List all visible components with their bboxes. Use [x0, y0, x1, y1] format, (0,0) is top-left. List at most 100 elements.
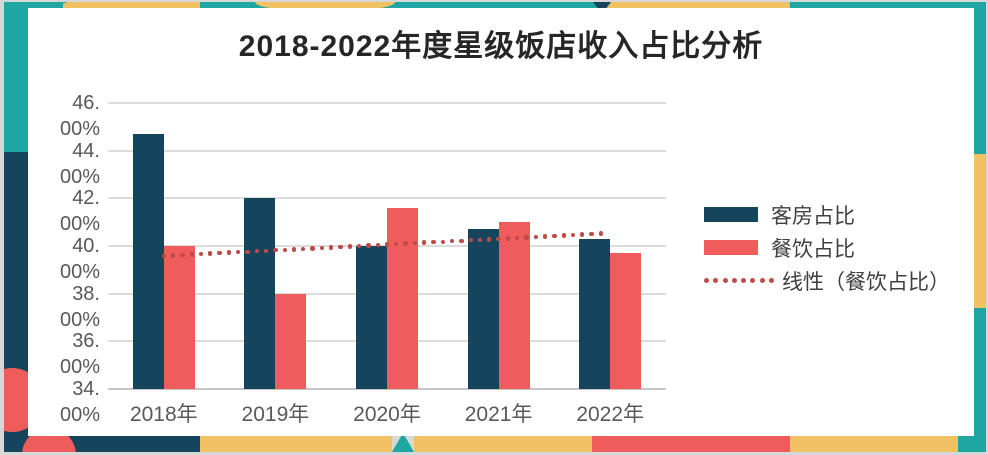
outer-edge-top: [0, 0, 988, 2]
trendline-dot: [356, 243, 362, 249]
trendline-dot: [301, 246, 306, 252]
trendline-dot: [477, 237, 483, 242]
legend-swatch-icon: [704, 207, 758, 222]
trendline-dot: [552, 233, 557, 239]
bar-餐饮占比-2018年[interactable]: [163, 246, 195, 389]
trendline-dot: [310, 246, 315, 251]
trendline-dot: [589, 231, 594, 237]
bar-餐饮占比-2022年[interactable]: [610, 253, 642, 389]
y-axis-tick-label: 42. 00%: [59, 187, 100, 236]
frame-bottom-yellow-2: [414, 436, 592, 452]
frame-right-teal-top: [974, 2, 986, 154]
trendline-dot: [198, 251, 204, 257]
frame-top-teal-wedge: [28, 2, 68, 13]
y-axis-tick-label: 46. 00%: [59, 92, 100, 140]
legend-label: 餐饮占比: [771, 237, 855, 261]
legend-dotted-line-icon: [704, 278, 774, 284]
gridline-46: [108, 102, 666, 104]
trendline-dot: [459, 238, 464, 243]
frame-top-band: [4, 2, 986, 9]
gridline-42: [108, 197, 666, 200]
legend-label: 客房占比: [771, 204, 855, 228]
trendline-dot: [394, 241, 399, 247]
bar-客房占比-2019年[interactable]: [244, 198, 276, 389]
trendline-dot: [440, 239, 445, 244]
trendline-dot: [226, 250, 232, 255]
bar-餐饮占比-2021年[interactable]: [498, 222, 530, 389]
legend: 客房占比餐饮占比线性（餐饮占比）: [704, 198, 950, 297]
frame-left-teal: [4, 2, 28, 152]
trendline-dot: [282, 247, 287, 252]
trendline-dot: [189, 252, 194, 257]
trendline-dot: [245, 249, 250, 254]
outer-edge-bottom: [0, 452, 988, 455]
y-axis-tick-label: 36. 00%: [59, 330, 100, 379]
trendline-dot: [170, 253, 176, 258]
trendline-dot: [496, 236, 501, 242]
plot-area: 46. 00% 44. 00% 42. 00% 40. 00% 38. 00% 36. 0…: [28, 8, 974, 436]
trendline-dot: [347, 244, 352, 249]
trendline-dot: [375, 242, 380, 248]
legend-item-餐饮占比[interactable]: 餐饮占比: [704, 231, 950, 264]
bar-客房占比-2018年[interactable]: [132, 133, 164, 389]
trendline-dot: [515, 235, 520, 241]
x-axis-tick-label: 2021年: [464, 403, 533, 426]
bar-客房占比-2022年[interactable]: [579, 238, 611, 389]
trendline-dot: [570, 232, 576, 238]
trendline-dot: [403, 241, 408, 246]
gridline-44: [108, 149, 666, 152]
trendline-dot: [338, 244, 343, 250]
trendline-dot: [561, 233, 566, 238]
y-axis-tick-label: 40. 00%: [59, 235, 100, 283]
x-axis-tick-label: 2019年: [241, 403, 310, 426]
frame-bottom-red: [592, 436, 790, 452]
y-axis-tick-label: 34. 00%: [59, 378, 100, 426]
trendline-dot: [580, 232, 585, 237]
legend-label: 线性（餐饮占比）: [782, 270, 950, 294]
trendline-dot: [431, 239, 436, 245]
trendline-dot: [263, 248, 269, 253]
frame-bottom-yellow-1: [200, 436, 392, 452]
trendline-dot: [329, 245, 334, 250]
chart-title: 2018-2022年度星级饭店收入占比分析: [238, 30, 764, 63]
trendline-dot: [161, 253, 166, 259]
gridline-34: [108, 388, 666, 390]
frame-top-yellow-1: [63, 2, 200, 9]
chart-card: 2018-2022年度星级饭店收入占比分析 46. 00% 44. 00% 42. …: [28, 8, 974, 436]
outer-edge-left: [0, 0, 4, 455]
trendline-dot: [180, 252, 185, 258]
outer-edge-right: [986, 0, 988, 455]
frame-top-yellow-2: [607, 2, 790, 9]
x-axis-tick-label: 2022年: [576, 403, 645, 426]
x-axis-tick-label: 2018年: [129, 403, 198, 426]
y-axis-tick-label: 38. 00%: [59, 282, 100, 331]
trendline-dot: [217, 250, 222, 256]
trendline-dot: [366, 243, 371, 248]
trendline-dot: [533, 234, 538, 240]
frame-bottom-right-yellow-wedge: [938, 444, 974, 452]
trendline-dot: [208, 251, 213, 256]
bar-客房占比-2020年[interactable]: [356, 246, 387, 389]
legend-item-客房占比[interactable]: 客房占比: [704, 198, 950, 231]
trendline-dot: [319, 245, 325, 251]
trendline-dot: [542, 234, 548, 239]
trendline-dot: [412, 240, 418, 246]
trendline-dot: [598, 231, 604, 236]
trendline-dot: [487, 237, 492, 242]
trendline-dot: [273, 248, 278, 253]
legend-swatch-icon: [704, 240, 758, 255]
trendline-dot: [236, 249, 241, 255]
trendline-dot: [291, 247, 297, 252]
trendline-dot: [449, 239, 455, 244]
trendline-dot: [384, 242, 390, 247]
bar-客房占比-2021年[interactable]: [467, 229, 499, 389]
legend-item-trendline[interactable]: 线性（餐饮占比）: [704, 264, 950, 297]
bar-餐饮占比-2020年[interactable]: [387, 207, 418, 389]
trendline-dot: [505, 236, 511, 241]
trendline-dot: [468, 238, 473, 243]
frame-right-yellow-mid: [974, 154, 986, 308]
y-axis-tick-label: 44. 00%: [59, 139, 100, 188]
trendline-dot: [524, 235, 529, 240]
bar-餐饮占比-2019年[interactable]: [275, 293, 307, 389]
